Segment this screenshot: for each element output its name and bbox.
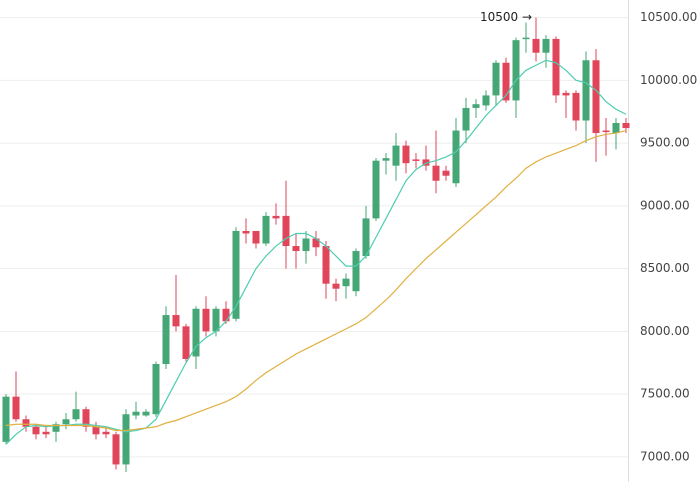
candle-body: [552, 38, 560, 96]
y-tick-label: 8500.00: [640, 261, 690, 275]
y-tick-label: 7500.00: [640, 387, 690, 401]
candle-body: [312, 238, 320, 248]
candle-body: [452, 130, 460, 184]
candle-body: [562, 92, 570, 96]
candle-body: [572, 92, 580, 121]
candle-body: [262, 215, 270, 244]
candle-body: [162, 315, 170, 365]
candle-body: [282, 215, 290, 247]
candle-body: [272, 215, 280, 219]
candle-body: [242, 230, 250, 234]
candle-body: [492, 62, 500, 96]
candle-body: [622, 123, 630, 129]
candle-body: [192, 308, 200, 357]
moving-average-line: [5, 59, 627, 445]
candle-body: [542, 38, 550, 53]
candle-body: [502, 62, 510, 101]
candle-body: [522, 37, 530, 40]
candle-body: [482, 95, 490, 106]
candle-body: [122, 414, 130, 465]
y-tick-label: 9000.00: [640, 198, 690, 212]
candle-body: [322, 246, 330, 284]
candle-body: [382, 158, 390, 161]
candle-body: [372, 160, 380, 219]
candle-body: [462, 107, 470, 131]
y-tick-label: 10500.00: [640, 10, 697, 24]
candle-body: [2, 396, 10, 442]
y-tick-label: 8000.00: [640, 324, 690, 338]
annotation: 10500 →: [480, 10, 532, 24]
candle-body: [222, 308, 230, 322]
candle-body: [172, 315, 180, 327]
candle-body: [42, 431, 50, 435]
candle-body: [12, 396, 20, 420]
candle-body: [202, 308, 210, 332]
moving-average-line: [5, 129, 627, 432]
candle-body: [92, 426, 100, 435]
candle-body: [602, 130, 610, 133]
candle-body: [102, 431, 110, 435]
candle-body: [472, 104, 480, 108]
candle-body: [142, 411, 150, 416]
candle-body: [232, 230, 240, 319]
y-tick-label: 7000.00: [640, 449, 690, 463]
candle-body: [72, 409, 80, 420]
candle-body: [302, 238, 310, 252]
candle-body: [392, 145, 400, 166]
candle-body: [342, 278, 350, 287]
candle-body: [82, 409, 90, 427]
candle-body: [612, 123, 620, 134]
candle-body: [62, 419, 70, 425]
candle-body: [212, 308, 220, 332]
candle-body: [422, 159, 430, 166]
y-tick-label: 9500.00: [640, 136, 690, 150]
candle-body: [152, 364, 160, 415]
candle-body: [22, 419, 30, 427]
candle-body: [412, 159, 420, 161]
candle-body: [582, 60, 590, 121]
candle-body: [182, 326, 190, 359]
candle-body: [112, 434, 120, 465]
candle-body: [252, 230, 260, 244]
candle-body: [132, 411, 140, 416]
y-tick-label: 10000.00: [640, 73, 697, 87]
candle-body: [332, 283, 340, 289]
candle-body: [432, 165, 440, 181]
candle-body: [402, 145, 410, 164]
candle-body: [32, 426, 40, 435]
candle-body: [512, 40, 520, 101]
candle-body: [442, 170, 450, 176]
candle-body: [592, 60, 600, 134]
candle-body: [532, 38, 540, 53]
candle-body: [352, 251, 360, 292]
candle-body: [362, 218, 370, 257]
candle-body: [292, 246, 300, 252]
candle-body: [52, 424, 60, 432]
